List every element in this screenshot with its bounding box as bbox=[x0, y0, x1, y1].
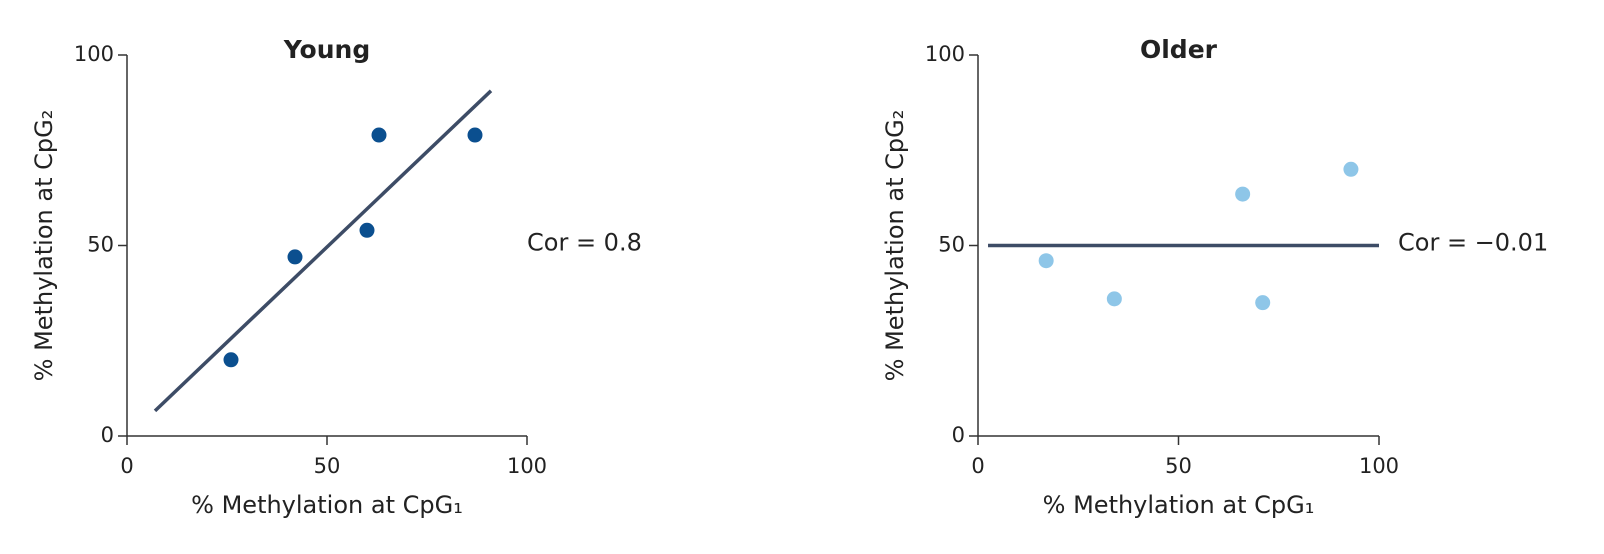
point bbox=[287, 249, 303, 265]
point bbox=[1106, 291, 1122, 307]
y-tick-label: 0 bbox=[101, 423, 114, 447]
y-axis-title: % Methylation at CpG₂ bbox=[881, 110, 909, 382]
point bbox=[1255, 295, 1271, 311]
y-axis-title: % Methylation at CpG₂ bbox=[30, 110, 58, 382]
y-tick-label: 50 bbox=[87, 233, 114, 257]
chart-title: Older bbox=[1140, 35, 1218, 64]
y-tick-label: 50 bbox=[938, 233, 965, 257]
x-axis-title: % Methylation at CpG₁ bbox=[1043, 491, 1315, 519]
y-tick-label: 100 bbox=[74, 42, 114, 66]
point bbox=[371, 127, 387, 143]
x-tick-label: 50 bbox=[1165, 454, 1192, 478]
point bbox=[359, 222, 375, 238]
x-tick-label: 50 bbox=[314, 454, 341, 478]
x-tick-label: 0 bbox=[120, 454, 133, 478]
chart-title: Young bbox=[283, 35, 370, 64]
point bbox=[1343, 161, 1359, 177]
annotation: Cor = 0.8 bbox=[527, 229, 642, 257]
point bbox=[223, 352, 239, 368]
y-tick-label: 0 bbox=[952, 423, 965, 447]
point bbox=[467, 127, 483, 143]
y-tick-label: 100 bbox=[925, 42, 965, 66]
x-tick-label: 0 bbox=[971, 454, 984, 478]
annotation: Cor = −0.01 bbox=[1398, 229, 1548, 257]
point bbox=[1038, 253, 1054, 269]
x-tick-label: 100 bbox=[1359, 454, 1399, 478]
fit-line bbox=[153, 89, 493, 413]
x-axis-title: % Methylation at CpG₁ bbox=[191, 491, 463, 519]
x-tick-label: 100 bbox=[507, 454, 547, 478]
point bbox=[1235, 186, 1251, 202]
